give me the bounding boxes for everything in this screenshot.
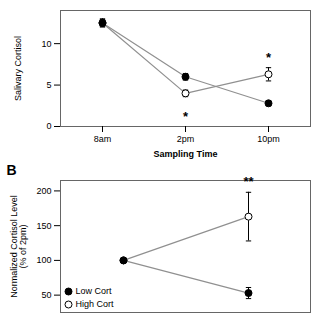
svg-text:150: 150 xyxy=(36,221,51,231)
svg-text:Sampling Time: Sampling Time xyxy=(154,149,218,159)
svg-text:10pm: 10pm xyxy=(257,134,280,144)
svg-text:Salivary Cortisol: Salivary Cortisol xyxy=(13,36,23,101)
svg-text:5: 5 xyxy=(46,80,51,90)
svg-text:*: * xyxy=(266,50,272,65)
svg-text:Normalized Cortisol Level(% of: Normalized Cortisol Level(% of 2pm) xyxy=(9,195,28,298)
svg-text:Low Cort: Low Cort xyxy=(76,286,113,296)
svg-text:100: 100 xyxy=(36,255,51,265)
svg-text:High Cort: High Cort xyxy=(76,299,115,309)
svg-text:2pm: 2pm xyxy=(177,134,195,144)
svg-text:**: ** xyxy=(243,174,254,189)
svg-text:*: * xyxy=(183,109,189,124)
svg-text:50: 50 xyxy=(41,290,51,300)
svg-text:B: B xyxy=(7,162,17,178)
svg-text:0: 0 xyxy=(46,121,51,131)
svg-text:200: 200 xyxy=(36,186,51,196)
svg-text:8am: 8am xyxy=(94,134,112,144)
svg-text:10: 10 xyxy=(41,39,51,49)
